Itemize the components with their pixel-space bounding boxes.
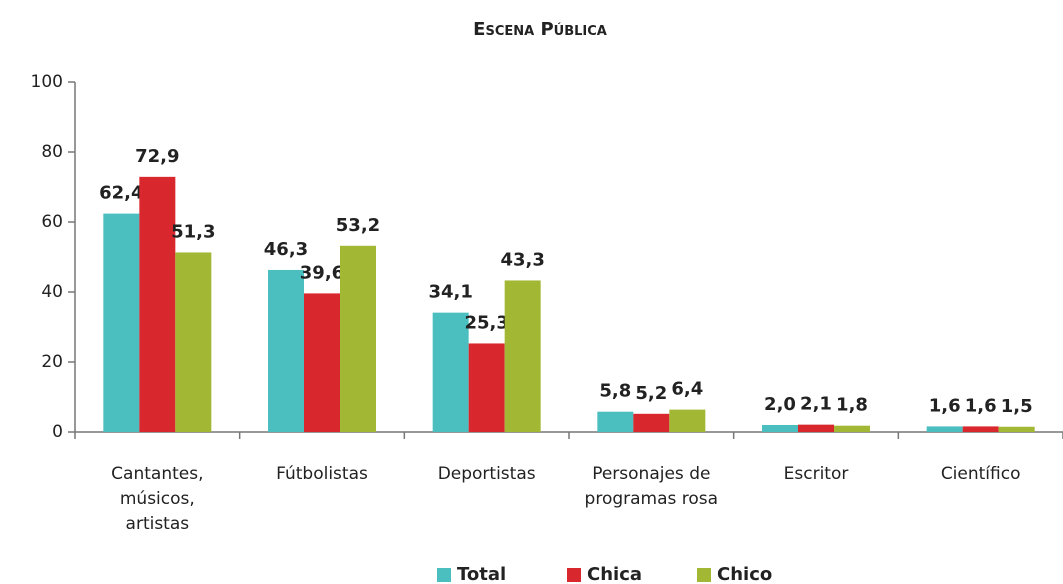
data-label: 34,1 xyxy=(428,282,472,303)
bar xyxy=(633,413,670,432)
data-label: 1,6 xyxy=(965,395,997,416)
data-label: 39,6 xyxy=(300,262,344,283)
legend-label: Total xyxy=(457,564,506,584)
y-tick-label: 80 xyxy=(41,142,63,162)
data-label: 25,3 xyxy=(464,312,508,333)
chart-title: Escena Pública xyxy=(473,19,607,40)
data-label: 2,0 xyxy=(764,394,796,415)
bar xyxy=(504,280,541,432)
bar xyxy=(597,411,634,432)
legend-swatch xyxy=(437,568,451,582)
bar xyxy=(798,424,834,432)
bar xyxy=(468,343,505,432)
data-label: 2,1 xyxy=(800,394,832,415)
legend-swatch xyxy=(697,568,711,582)
data-label: 1,8 xyxy=(836,395,868,416)
y-tick-label: 40 xyxy=(41,282,63,302)
data-label: 72,9 xyxy=(135,146,179,167)
x-tick-label: Científico xyxy=(940,464,1021,484)
data-label: 5,8 xyxy=(599,381,631,402)
bar xyxy=(998,426,1035,432)
data-label: 1,6 xyxy=(929,395,961,416)
x-tick-label: Fútbolistas xyxy=(276,464,368,484)
bar xyxy=(834,425,870,432)
bar xyxy=(962,426,999,432)
x-tick-label: Deportistas xyxy=(437,464,536,484)
x-tick-label: Personajes de programas rosa xyxy=(584,464,719,509)
bar xyxy=(669,409,706,432)
data-label: 46,3 xyxy=(264,239,308,260)
y-tick-label: 0 xyxy=(52,422,63,442)
data-label: 6,4 xyxy=(671,379,703,400)
data-label: 51,3 xyxy=(171,221,215,242)
y-tick-label: 60 xyxy=(41,212,63,232)
bar xyxy=(139,176,176,432)
legend-label: Chica xyxy=(587,564,642,584)
bar xyxy=(926,426,963,432)
bar xyxy=(103,213,140,432)
x-tick-label: Escritor xyxy=(783,464,849,484)
y-tick-label: 100 xyxy=(31,72,63,92)
x-tick-label: Cantantes, músicos, artistas xyxy=(111,464,204,534)
legend-swatch xyxy=(567,568,581,582)
data-label: 43,3 xyxy=(500,249,544,270)
data-label: 5,2 xyxy=(635,383,667,404)
data-label: 1,5 xyxy=(1001,396,1033,417)
bar xyxy=(762,425,798,432)
bar xyxy=(268,269,304,432)
data-label: 53,2 xyxy=(336,215,380,236)
bar xyxy=(304,293,340,432)
bar xyxy=(432,312,469,432)
data-label: 62,4 xyxy=(99,183,143,204)
y-tick-label: 20 xyxy=(41,352,63,372)
bar xyxy=(175,252,212,432)
legend-label: Chico xyxy=(717,564,772,584)
bar xyxy=(340,245,376,432)
